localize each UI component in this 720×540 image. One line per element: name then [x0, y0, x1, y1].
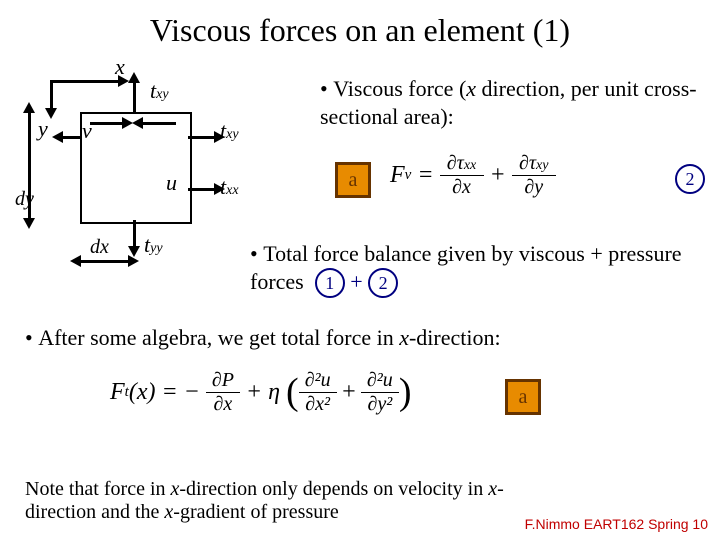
page-title: Viscous forces on an element (1) [0, 12, 720, 49]
axis-x-label: x [115, 54, 125, 80]
stress-element-diagram: x y dy v txy txy u txx tyy dx [20, 60, 280, 270]
tau-yy-label: tyy [144, 232, 163, 258]
footnote-text: Note that force in x-direction only depe… [25, 478, 525, 524]
tau-xy-top-label: txy [150, 78, 169, 104]
slide-credit: F.Nimmo EART162 Spring 10 [525, 516, 708, 532]
fluid-element [80, 112, 192, 224]
fv-equation-row: a Fv = ∂τxx ∂x + ∂τxy ∂y 2 [305, 150, 715, 205]
alpha-box-2: a [505, 379, 541, 415]
tau-xy-right-label: txy [220, 118, 239, 144]
circled-2b: 2 [368, 268, 398, 298]
delta-x-label: dx [90, 236, 109, 259]
circled-1: 1 [315, 268, 345, 298]
bullet-after-algebra: • After some algebra, we get total force… [25, 325, 705, 351]
alpha-box-1: a [335, 162, 371, 198]
circled-2: 2 [675, 164, 705, 194]
bullet-viscous-force: • Viscous force (x direction, per unit c… [320, 75, 700, 130]
axis-y-label: y [38, 116, 48, 142]
velocity-u-label: u [166, 170, 177, 196]
delta-y-label: dy [15, 188, 34, 211]
bullet-total-force-balance: • Total force balance given by viscous +… [250, 240, 710, 298]
ft-equation-row: Ft (x) = − ∂P ∂x + η ( ∂²u ∂x² + ∂²u ∂y²… [110, 365, 670, 425]
tau-xx-label: txx [220, 174, 239, 200]
